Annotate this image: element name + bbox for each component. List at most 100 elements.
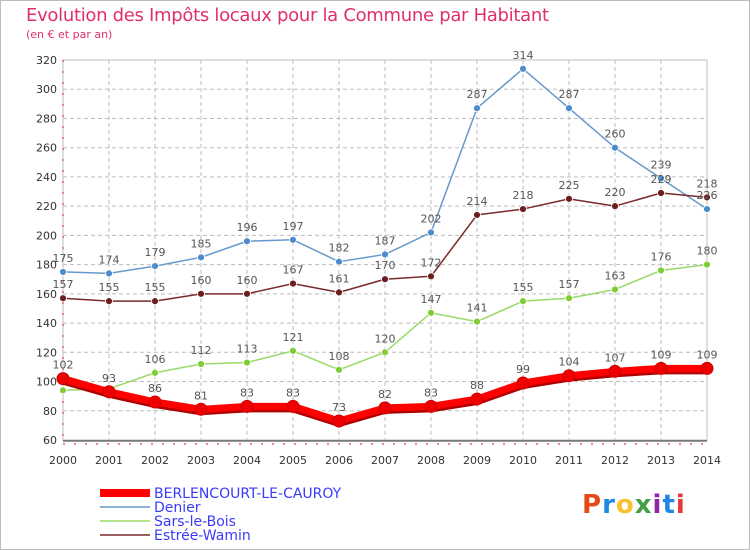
logo-letter: x: [634, 490, 653, 520]
data-label-denier: 185: [191, 237, 212, 250]
point-denier: [519, 64, 527, 73]
point-denier: [565, 104, 573, 113]
legend: BERLENCOURT-LE-CAUROYDenierSars-le-BoisE…: [100, 486, 342, 544]
point-estr-e-wamin: [565, 194, 573, 203]
data-label-berlencourt-le-cauroy: 107: [605, 351, 626, 364]
point-estr-e-wamin: [335, 288, 343, 297]
point-sars-le-bois: [519, 297, 527, 306]
legend-label-berlencourt-le-cauroy: BERLENCOURT-LE-CAUROY: [154, 486, 342, 502]
y-tick-label: 320: [36, 54, 57, 67]
point-berlencourt-le-cauroy: [332, 414, 346, 428]
data-label-sars-le-bois: 108: [329, 350, 350, 363]
data-label-estr-e-wamin: 172: [421, 256, 442, 269]
x-tick-label: 2004: [233, 454, 261, 467]
data-label-berlencourt-le-cauroy: 82: [378, 388, 392, 401]
point-sars-le-bois: [59, 386, 67, 395]
data-label-sars-le-bois: 147: [421, 293, 442, 306]
point-estr-e-wamin: [151, 297, 159, 306]
data-label-sars-le-bois: 141: [467, 302, 488, 315]
data-label-sars-le-bois: 176: [651, 250, 672, 263]
data-label-denier: 239: [651, 158, 672, 171]
series-lines: [56, 64, 714, 428]
data-label-denier: 175: [53, 252, 74, 265]
logo-letter: r: [602, 490, 616, 520]
point-denier: [151, 262, 159, 270]
logo-letter: o: [615, 490, 635, 520]
x-tick-label: 2001: [95, 454, 123, 467]
point-estr-e-wamin: [703, 193, 711, 202]
y-tick-label: 80: [43, 405, 57, 418]
data-label-berlencourt-le-cauroy: 81: [194, 389, 208, 402]
data-label-estr-e-wamin: 161: [329, 272, 350, 285]
x-tick-label: 2005: [279, 454, 307, 467]
data-label-estr-e-wamin: 225: [559, 179, 580, 192]
y-tick-label: 280: [36, 112, 57, 125]
data-label-estr-e-wamin: 155: [99, 281, 120, 294]
data-label-denier: 287: [559, 88, 580, 101]
y-tick-label: 100: [36, 376, 57, 389]
point-estr-e-wamin: [519, 205, 527, 213]
point-berlencourt-le-cauroy: [378, 401, 392, 415]
data-label-estr-e-wamin: 220: [605, 186, 626, 199]
x-tick-label: 2010: [509, 454, 537, 467]
x-tick-label: 2000: [49, 454, 77, 467]
point-berlencourt-le-cauroy: [194, 402, 208, 416]
data-label-berlencourt-le-cauroy: 73: [332, 401, 346, 414]
point-sars-le-bois: [657, 266, 665, 275]
y-tick-label: 240: [36, 171, 57, 184]
data-label-denier: 174: [99, 253, 120, 266]
data-label-sars-le-bois: 120: [375, 332, 396, 345]
data-label-estr-e-wamin: 160: [191, 274, 212, 287]
data-label-denier: 179: [145, 246, 166, 259]
point-denier: [381, 250, 389, 259]
y-tick-label: 300: [36, 83, 57, 96]
point-berlencourt-le-cauroy: [240, 399, 254, 413]
point-denier: [427, 228, 435, 237]
point-estr-e-wamin: [427, 272, 435, 281]
data-label-berlencourt-le-cauroy: 102: [53, 359, 74, 372]
point-berlencourt-le-cauroy: [148, 395, 162, 409]
data-label-denier: 196: [237, 221, 258, 234]
x-tick-label: 2012: [601, 454, 629, 467]
data-label-berlencourt-le-cauroy: 83: [240, 386, 254, 399]
point-estr-e-wamin: [289, 279, 297, 288]
y-tick-label: 140: [36, 317, 57, 330]
x-tick-label: 2013: [647, 454, 675, 467]
x-tick-label: 2009: [463, 454, 491, 467]
logo-letter: P: [582, 490, 603, 520]
point-denier: [105, 269, 113, 278]
data-label-sars-le-bois: 163: [605, 269, 626, 282]
point-berlencourt-le-cauroy: [56, 372, 70, 386]
data-label-berlencourt-le-cauroy: 109: [697, 348, 718, 361]
point-berlencourt-le-cauroy: [470, 392, 484, 406]
point-sars-le-bois: [427, 308, 435, 317]
data-label-estr-e-wamin: 214: [467, 195, 488, 208]
data-label-estr-e-wamin: 157: [53, 278, 74, 291]
point-sars-le-bois: [473, 317, 481, 326]
data-label-denier: 287: [467, 88, 488, 101]
data-label-estr-e-wamin: 155: [145, 281, 166, 294]
y-tick-label: 60: [43, 434, 57, 447]
data-label-berlencourt-le-cauroy: 104: [559, 356, 580, 369]
x-tick-label: 2007: [371, 454, 399, 467]
x-tick-label: 2006: [325, 454, 353, 467]
data-label-berlencourt-le-cauroy: 93: [102, 372, 116, 385]
point-estr-e-wamin: [243, 289, 251, 298]
point-sars-le-bois: [289, 346, 297, 355]
point-sars-le-bois: [197, 360, 205, 368]
point-estr-e-wamin: [105, 297, 113, 306]
point-sars-le-bois: [335, 365, 343, 374]
point-estr-e-wamin: [197, 289, 205, 298]
data-label-estr-e-wamin: 229: [651, 173, 672, 186]
y-tick-label: 120: [36, 346, 57, 359]
point-sars-le-bois: [565, 294, 573, 303]
logo-letter: i: [652, 490, 663, 520]
point-estr-e-wamin: [657, 189, 665, 197]
x-tick-label: 2002: [141, 454, 169, 467]
data-label-estr-e-wamin: 167: [283, 264, 304, 277]
point-denier: [243, 237, 251, 246]
point-berlencourt-le-cauroy: [102, 385, 116, 399]
data-label-estr-e-wamin: 160: [237, 274, 258, 287]
